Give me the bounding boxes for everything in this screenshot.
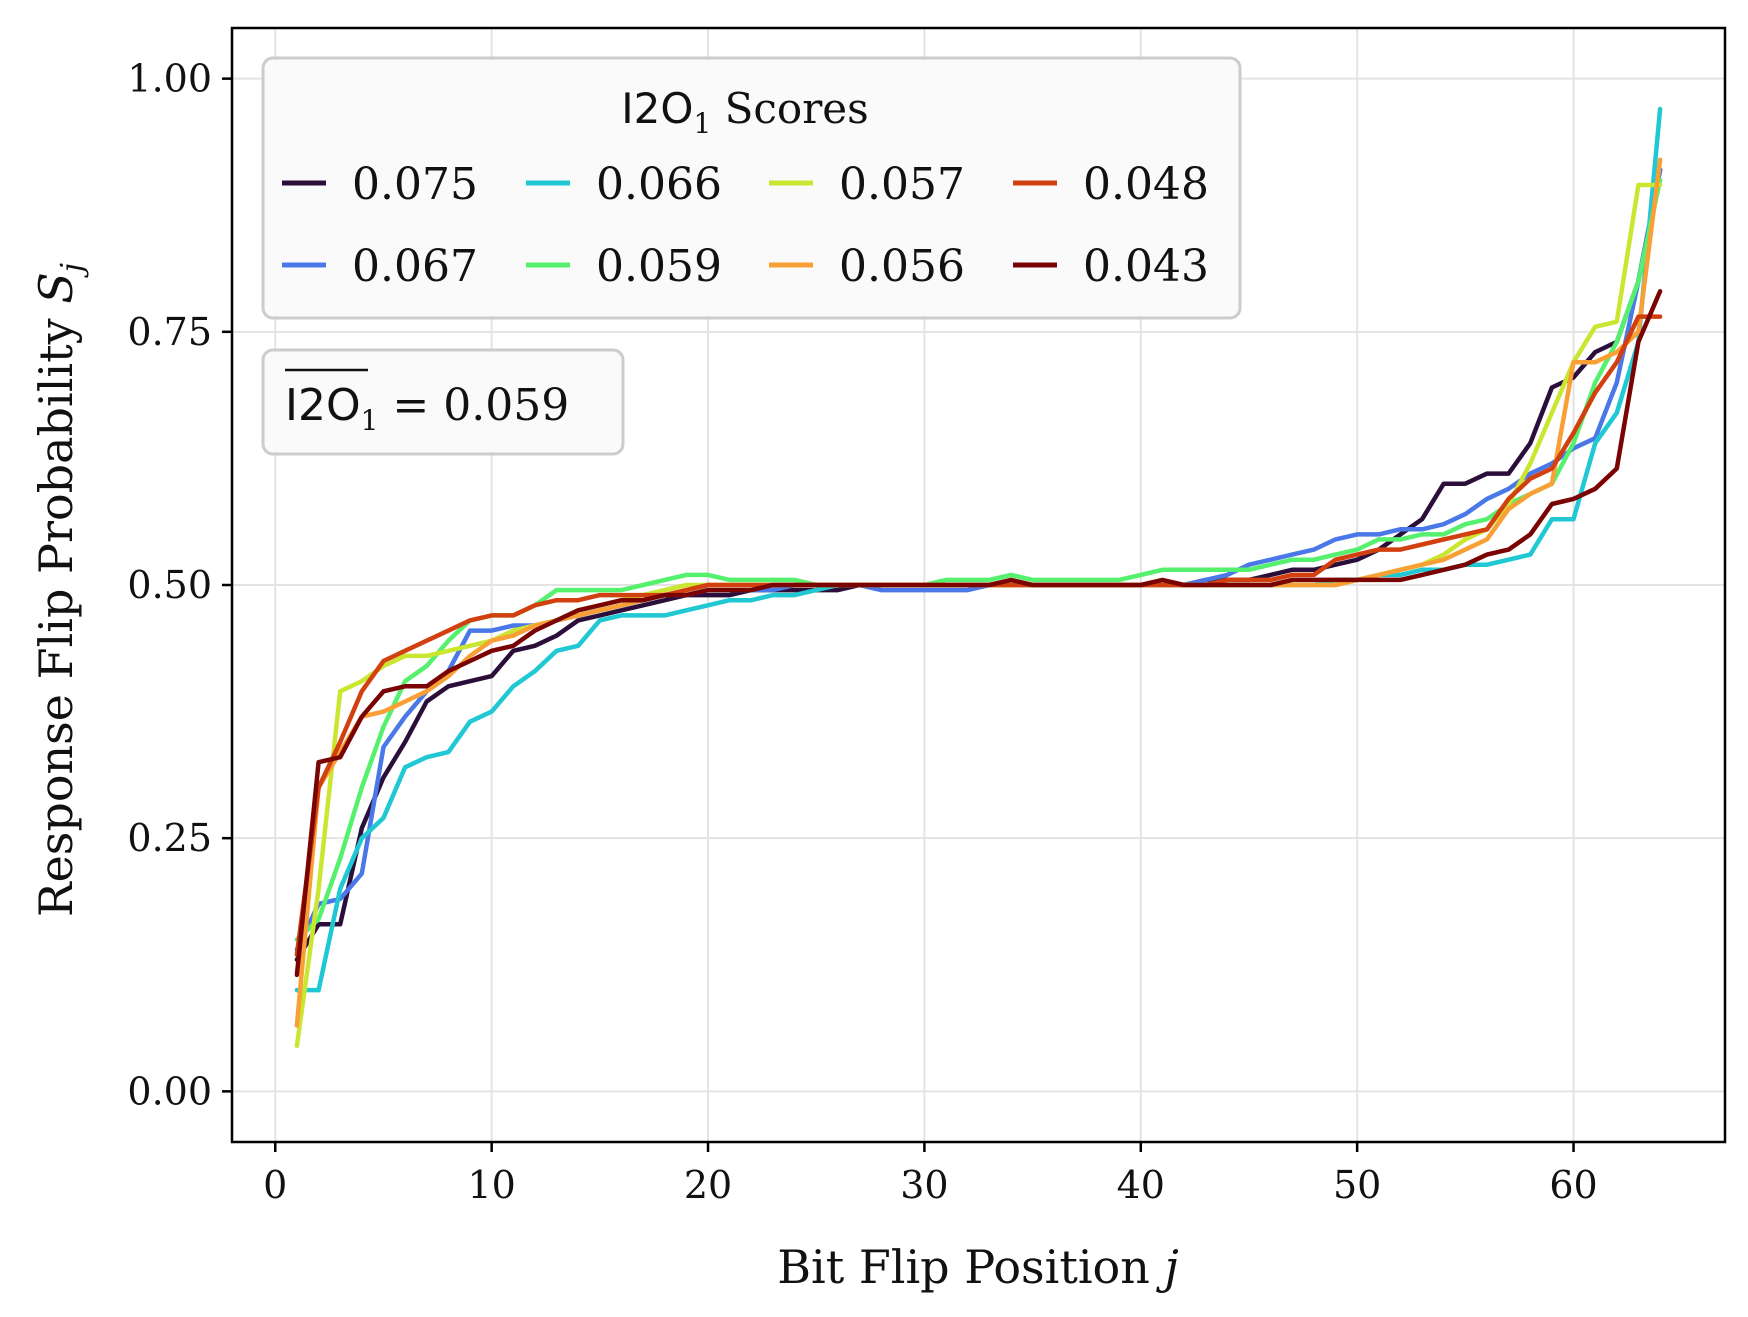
legend-label: 0.043: [1083, 241, 1209, 292]
legend: I2O1 Scores 0.0750.0670.0660.0590.0570.0…: [261, 56, 1242, 320]
y-axis-label: Response Flip Probability Sj: [29, 263, 90, 917]
series-line-0_043: [294, 289, 1663, 978]
legend-entries: 0.075 0.067 0.066 0.059 0.057 0.056 0.048 0.043: [282, 159, 1209, 292]
legend-label: 0.066: [596, 159, 722, 210]
x-tick-label: 0: [263, 1163, 287, 1207]
legend-label: 0.056: [839, 241, 965, 292]
x-axis-label-text: Bit Flip Position: [777, 1240, 1164, 1294]
x-tick-label: 40: [1117, 1163, 1165, 1207]
y-axis: 0.00 0.25 0.50 0.75 1.00: [127, 57, 232, 1113]
legend-label: 0.048: [1083, 159, 1209, 210]
legend-title-subscript: 1: [693, 107, 711, 140]
legend-label: 0.075: [352, 159, 478, 210]
y-tick-label: 0.75: [127, 310, 212, 354]
series-group: [294, 106, 1663, 1049]
annotation-rest: = 0.059: [378, 380, 569, 431]
x-tick-label: 30: [900, 1163, 948, 1207]
legend-label: 0.059: [596, 241, 722, 292]
annotation-subscript: 1: [361, 404, 379, 437]
x-tick-label: 20: [684, 1163, 732, 1207]
legend-title-rest: Scores: [711, 84, 868, 133]
legend-label: 0.067: [352, 241, 478, 292]
legend-title: I2O1 Scores: [621, 84, 868, 140]
y-tick-label: 0.00: [127, 1069, 212, 1113]
y-tick-label: 0.50: [127, 563, 212, 607]
x-tick-label: 60: [1549, 1163, 1597, 1207]
y-axis-label-text: Response Flip Probability: [29, 304, 83, 917]
y-tick-label: 1.00: [127, 57, 212, 101]
series-line-0_067: [294, 167, 1663, 952]
annotation-text: I2O1 = 0.059: [285, 380, 569, 437]
annotation-main: I2O: [285, 380, 361, 431]
legend-title-main: I2O: [621, 84, 693, 133]
legend-label: 0.057: [839, 159, 965, 210]
x-axis-label: Bit Flip Position j: [777, 1240, 1179, 1294]
annotation-box: [261, 348, 625, 456]
y-tick-label: 0.25: [127, 816, 212, 860]
x-axis: 0 10 20 30 40 50 60: [263, 1142, 1598, 1207]
y-axis-label-variable: S: [29, 272, 83, 304]
legend-box: [261, 56, 1242, 320]
x-tick-label: 50: [1333, 1163, 1381, 1207]
mean-annotation: I2O1 = 0.059: [261, 348, 625, 456]
x-tick-label: 10: [467, 1163, 515, 1207]
